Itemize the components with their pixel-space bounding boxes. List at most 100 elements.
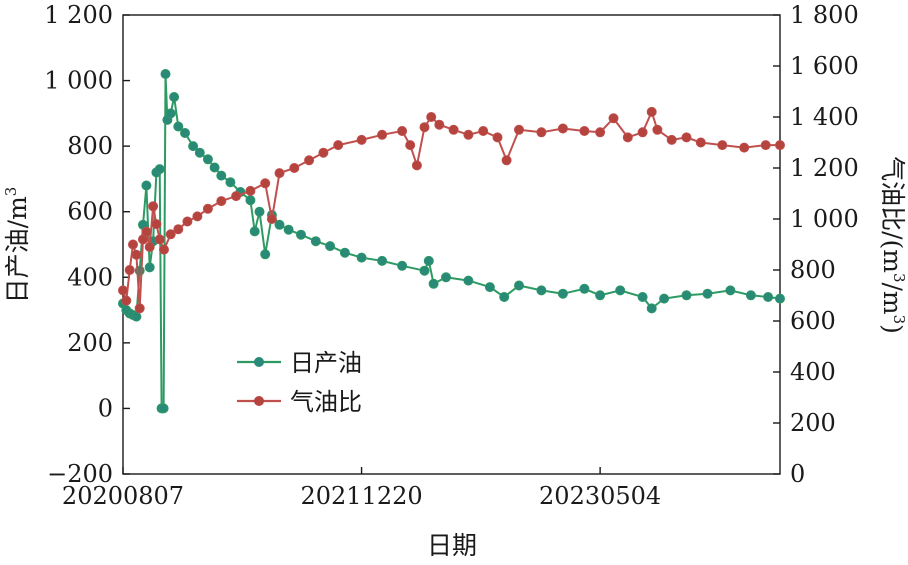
data-point: [144, 241, 155, 252]
data-point: [304, 155, 315, 166]
data-point: [484, 282, 495, 293]
right-tick-label: 1 000: [790, 205, 859, 233]
right-tick-label: 0: [790, 460, 805, 488]
left-tick-label: 1 200: [44, 1, 113, 29]
plot-border: [122, 14, 781, 475]
right-axis-ticks: 0 200 400 600 800 1 000 1 200 1 400 1 600 1 800: [773, 1, 859, 488]
data-point: [165, 108, 176, 119]
data-point: [419, 122, 430, 133]
data-point: [245, 195, 256, 206]
data-point: [397, 260, 408, 271]
left-tick-label: 800: [67, 132, 113, 160]
data-point: [148, 201, 159, 212]
data-point: [595, 290, 606, 301]
data-point: [124, 264, 135, 275]
data-point: [646, 303, 657, 314]
data-point: [595, 127, 606, 138]
x-tick-label: 20211220: [300, 482, 422, 510]
legend-label-oil: 日产油: [290, 349, 362, 377]
left-tick-label: 600: [67, 198, 113, 226]
data-point: [154, 164, 165, 175]
data-point: [249, 226, 260, 237]
legend-label-gor: 气油比: [290, 388, 362, 416]
data-point: [188, 141, 199, 152]
x-axis-title: 日期: [427, 531, 477, 560]
x-axis-ticks: 20200807 20211220 20230504: [62, 467, 661, 510]
data-point: [134, 303, 145, 314]
data-point: [608, 113, 619, 124]
x-tick-label: 20200807: [62, 482, 184, 510]
data-point: [165, 229, 176, 240]
data-point: [514, 124, 525, 135]
data-point: [478, 126, 489, 137]
data-point: [127, 239, 138, 250]
data-point: [173, 121, 184, 132]
data-point: [274, 219, 285, 230]
data-point: [202, 203, 213, 214]
data-point: [295, 229, 306, 240]
data-point: [514, 280, 525, 291]
data-point: [131, 249, 142, 260]
left-axis-title-text: 日产油/m: [3, 196, 32, 303]
data-point: [118, 285, 129, 296]
data-point: [216, 196, 227, 207]
right-tick-label: 1 400: [790, 103, 859, 131]
data-point: [440, 272, 451, 283]
data-point: [356, 134, 367, 145]
data-point: [428, 278, 439, 289]
legend-marker-gor: [254, 396, 264, 406]
data-point: [557, 123, 568, 134]
data-point: [158, 244, 169, 255]
right-axis-title: 气油比/(m3/m3): [878, 156, 908, 334]
data-point: [356, 252, 367, 263]
data-point: [426, 112, 437, 123]
data-point: [289, 162, 300, 173]
left-tick-label: 200: [67, 329, 113, 357]
data-point: [681, 290, 692, 301]
data-point: [423, 255, 434, 266]
data-point: [333, 140, 344, 151]
data-point: [463, 275, 474, 286]
data-point: [695, 137, 706, 148]
data-point: [717, 140, 728, 151]
data-point: [325, 241, 336, 252]
data-point: [158, 403, 169, 414]
data-point: [702, 288, 713, 299]
data-point: [637, 291, 648, 302]
data-point: [245, 185, 256, 196]
data-point: [411, 160, 422, 171]
x-tick-label: 20230504: [539, 482, 661, 510]
plot-frame: [122, 14, 781, 475]
data-point: [579, 283, 590, 294]
data-point: [536, 285, 547, 296]
data-point: [463, 129, 474, 140]
left-tick-label: 1 000: [44, 67, 113, 95]
data-point: [745, 290, 756, 301]
data-point: [557, 288, 568, 299]
left-axis-title: 日产油/m3: [2, 187, 32, 304]
series-gas-oil-ratio: [118, 106, 786, 314]
right-axis-title-sup: 3: [890, 273, 908, 283]
series-daily-oil: [118, 69, 786, 414]
series-layer: [118, 69, 786, 414]
data-point: [216, 170, 227, 181]
data-point: [775, 140, 786, 151]
data-point: [760, 140, 771, 151]
data-point: [260, 178, 271, 189]
right-tick-label: 400: [790, 358, 836, 386]
data-point: [499, 291, 510, 302]
data-point: [179, 127, 190, 138]
data-point: [434, 119, 445, 130]
data-point: [173, 224, 184, 235]
data-point: [274, 168, 285, 179]
left-tick-label: 0: [98, 394, 113, 422]
left-tick-label: −200: [47, 460, 113, 488]
data-point: [666, 134, 677, 145]
data-point: [202, 154, 213, 165]
data-point: [448, 124, 459, 135]
data-point: [339, 247, 350, 258]
data-point: [536, 127, 547, 138]
data-point: [310, 236, 321, 247]
data-point: [419, 265, 430, 276]
right-axis-title-part: /m: [878, 282, 907, 314]
